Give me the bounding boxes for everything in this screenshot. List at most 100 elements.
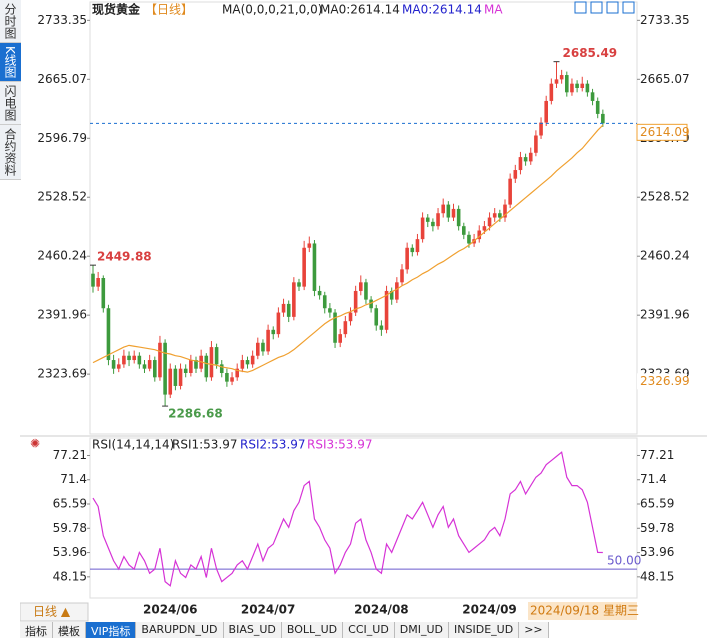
y-tick-label: 2460.24 bbox=[640, 249, 690, 263]
bottom-tab[interactable]: VIP指标 bbox=[86, 622, 137, 638]
candle-body bbox=[168, 368, 173, 395]
candle-body bbox=[111, 360, 116, 369]
bottom-tab[interactable]: BOLL_UD bbox=[281, 622, 344, 638]
candle-body bbox=[245, 360, 250, 365]
icon[interactable] bbox=[590, 1, 603, 14]
legend-item: MA0:2614.14 bbox=[320, 3, 400, 17]
bottom-tab[interactable]: INSIDE_UD bbox=[449, 622, 520, 638]
candle-body bbox=[147, 360, 152, 369]
candle-body bbox=[343, 321, 348, 335]
y-tick-label: 65.59 bbox=[640, 497, 674, 511]
legend-item: MA(0,0,0,21,0,0) bbox=[222, 3, 322, 17]
extreme-label: 2685.49 bbox=[563, 46, 618, 60]
candle-body bbox=[451, 208, 456, 218]
candle-body bbox=[266, 329, 270, 352]
y-tick-label: 48.15 bbox=[640, 569, 674, 583]
icon[interactable] bbox=[622, 1, 635, 14]
candle-body bbox=[209, 347, 214, 378]
bottom-tabs: 指标 模板 VIP指标 BARUPDN_UD BIAS_UD BOLL_UD CCI_UD D… bbox=[20, 622, 549, 638]
y-tick-label: 2733.35 bbox=[640, 13, 690, 27]
candle-body bbox=[127, 355, 131, 361]
extreme-label: 2286.68 bbox=[168, 407, 223, 421]
side-tab[interactable]: K线图 bbox=[0, 43, 21, 82]
period-button[interactable]: 日线 ▲ bbox=[33, 605, 71, 619]
bottom-tab[interactable]: DMI_UD bbox=[394, 622, 450, 638]
candle-body bbox=[173, 368, 178, 386]
candle-body bbox=[431, 221, 435, 227]
bottom-tab[interactable]: 模板 bbox=[53, 622, 86, 638]
bottom-tab[interactable]: BIAS_UD bbox=[223, 622, 282, 638]
icon[interactable] bbox=[606, 1, 619, 14]
candle-body bbox=[482, 226, 487, 231]
candle-body bbox=[240, 360, 245, 369]
candle-body bbox=[302, 247, 306, 287]
y-tick-label: 2665.07 bbox=[640, 72, 690, 86]
candle-body bbox=[498, 213, 502, 218]
series-line bbox=[92, 451, 603, 587]
chart: 现货黄金 【日线】 ✺ 日线 ▲ 2024/09/18 星期三 MA(0,0,0… bbox=[20, 1, 707, 622]
candle-body bbox=[106, 308, 111, 361]
candle-body bbox=[101, 278, 106, 309]
candle-body bbox=[153, 360, 157, 378]
bottom-tab[interactable]: CCI_UD bbox=[343, 622, 395, 638]
candle-body bbox=[467, 234, 471, 244]
cursor-date: 2024/09/18 星期三 bbox=[530, 604, 639, 618]
legend-item: MA0:2614.14 bbox=[402, 3, 482, 17]
candle-body bbox=[420, 217, 425, 240]
bottom-tab[interactable]: >> bbox=[519, 622, 549, 638]
candle-body bbox=[163, 342, 167, 395]
candle-body bbox=[554, 79, 559, 84]
y-tick-label: 2596.79 bbox=[37, 131, 87, 145]
side-tab[interactable]: 分时图 bbox=[0, 0, 21, 43]
period-box[interactable] bbox=[20, 602, 89, 622]
x-tick-label: 2024/08 bbox=[354, 603, 408, 617]
candle-body bbox=[338, 334, 342, 343]
candle-body bbox=[528, 152, 533, 162]
bottom-tab[interactable]: 指标 bbox=[20, 622, 53, 638]
legend-item: RSI1:53.97 bbox=[172, 438, 238, 452]
rsi-icon[interactable]: ✺ bbox=[30, 437, 40, 451]
series-line bbox=[92, 124, 604, 373]
side-tab[interactable]: 闪电图 bbox=[0, 81, 21, 125]
candle-body bbox=[487, 217, 492, 227]
candle-body bbox=[565, 75, 569, 93]
side-tab[interactable]: 合约资料 bbox=[0, 124, 21, 180]
icon[interactable] bbox=[574, 1, 587, 14]
candle-body bbox=[462, 226, 466, 235]
candle-body bbox=[595, 100, 600, 114]
candle-body bbox=[503, 204, 507, 218]
candle-body bbox=[405, 247, 409, 270]
candle-body bbox=[456, 208, 461, 227]
candle-body bbox=[250, 355, 255, 365]
candle-body bbox=[513, 170, 518, 179]
candle-body bbox=[508, 178, 512, 205]
candle-body bbox=[271, 329, 276, 335]
candle-body bbox=[436, 213, 440, 227]
candle-body bbox=[477, 230, 482, 240]
candle-body bbox=[389, 290, 394, 300]
legend-item: RSI3:53.97 bbox=[307, 438, 373, 452]
price-box bbox=[636, 123, 688, 141]
candle-body bbox=[281, 303, 286, 313]
y-tick-label: 2665.07 bbox=[37, 72, 87, 86]
candle-body bbox=[410, 247, 415, 253]
marker-box bbox=[637, 373, 687, 390]
candle-body bbox=[379, 325, 384, 330]
legend-item: MA bbox=[484, 3, 503, 17]
y-tick-label: 2391.96 bbox=[37, 308, 87, 322]
period[interactable]: 【日线】 bbox=[145, 3, 193, 17]
candle-body bbox=[317, 290, 322, 296]
candle-body bbox=[214, 347, 219, 365]
candle-body bbox=[580, 83, 585, 88]
candle-body bbox=[132, 355, 136, 361]
candle-body bbox=[539, 122, 543, 136]
y-tick-label: 77.21 bbox=[640, 448, 674, 462]
y-tick-label: 53.96 bbox=[640, 545, 674, 559]
candle-body bbox=[297, 282, 301, 287]
candle-body bbox=[137, 355, 142, 365]
candle-body bbox=[348, 312, 353, 322]
candle-body bbox=[559, 75, 564, 80]
marker-label: 2326.99 bbox=[640, 374, 690, 388]
bottom-tab[interactable]: BARUPDN_UD bbox=[136, 622, 224, 638]
